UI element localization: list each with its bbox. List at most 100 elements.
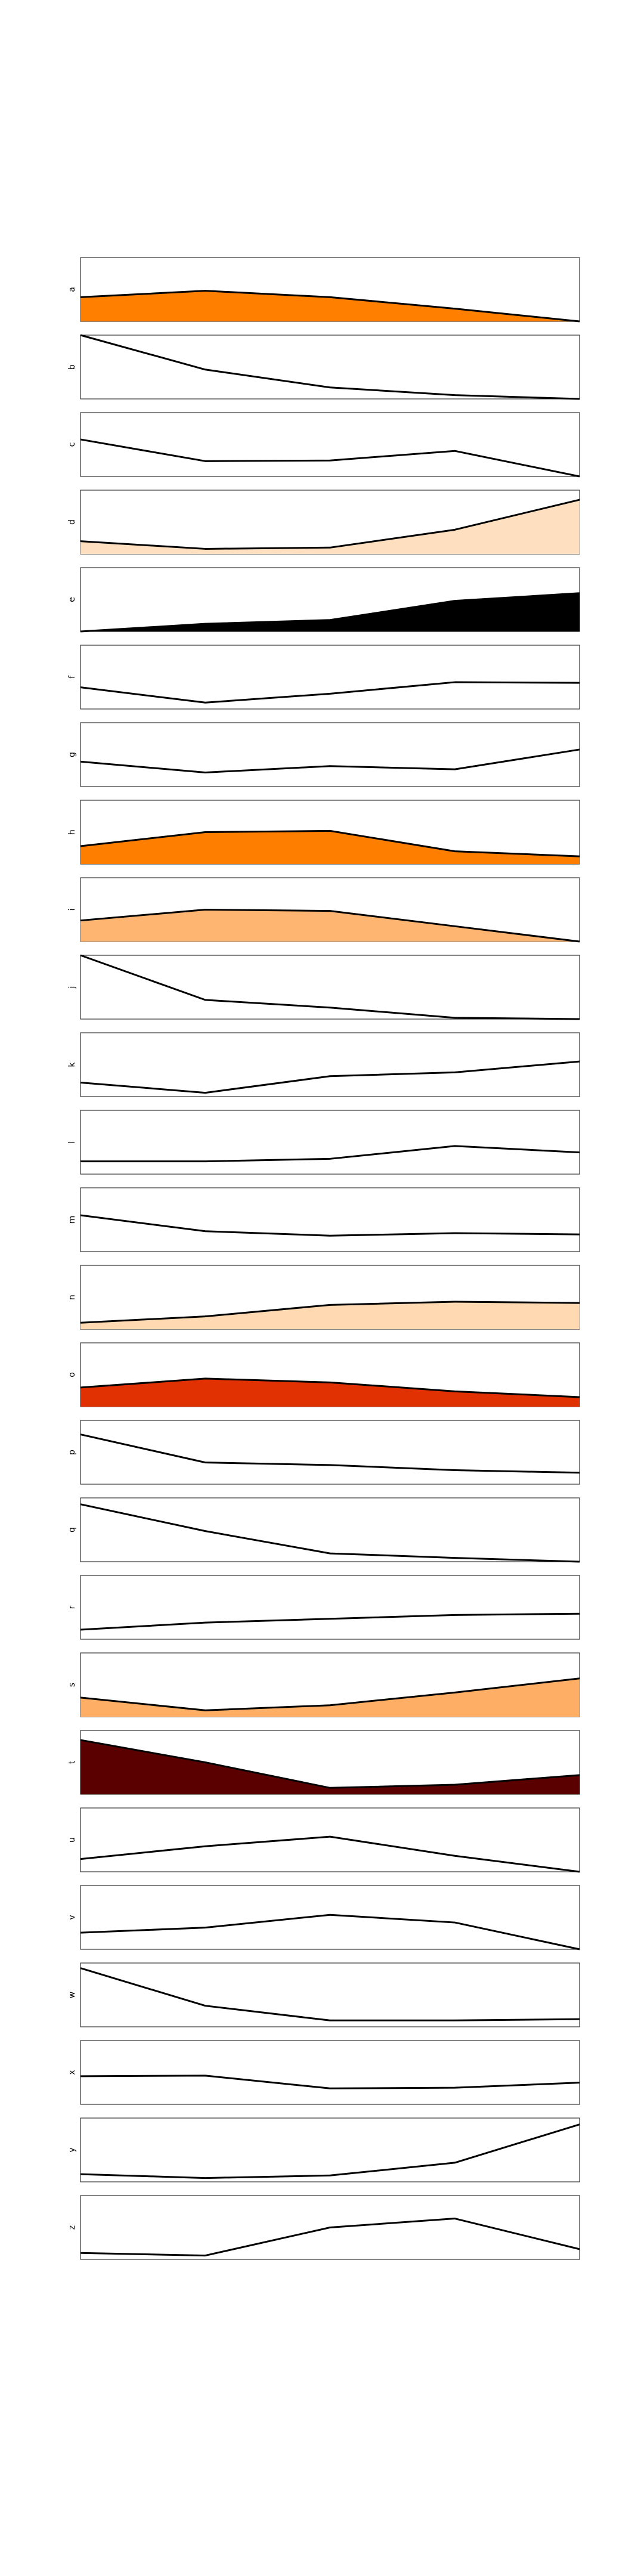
panel-label-s: s	[67, 1683, 77, 1687]
series-line-q	[80, 1503, 580, 1563]
panel-frame	[80, 1420, 580, 1485]
panel-frame	[80, 1187, 580, 1252]
panel-label-v: v	[67, 1915, 77, 1919]
area-fill-e	[80, 593, 580, 631]
series-line-o	[80, 1377, 580, 1398]
area-fill-o	[80, 1378, 580, 1407]
series-line-h	[80, 829, 580, 857]
panel-frame	[80, 2040, 580, 2105]
panel-label-a: a	[67, 287, 77, 292]
panel-label-f: f	[67, 675, 77, 679]
area-fill-t	[80, 1740, 580, 1794]
panel-label-c: c	[67, 442, 77, 447]
panel-f: f	[67, 645, 580, 710]
series-line-y	[80, 2123, 580, 2179]
panel-label-z: z	[67, 2225, 77, 2230]
area-fill-s	[80, 1678, 580, 1717]
panel-label-p: p	[67, 1450, 77, 1455]
panel-j: j	[67, 954, 580, 1020]
panel-frame	[80, 1962, 580, 2027]
panel-label-r: r	[67, 1605, 77, 1609]
panel-e: e	[67, 567, 580, 633]
area-fill-a	[80, 290, 580, 321]
series-line-m	[80, 1214, 580, 1237]
panel-frame	[80, 1032, 580, 1097]
area-fill-i	[80, 909, 580, 942]
panel-frame	[80, 722, 580, 787]
series-line-i	[80, 909, 580, 943]
series-line-s	[80, 1677, 580, 1711]
series-line-z	[80, 2218, 580, 2257]
panel-frame	[80, 2117, 580, 2182]
panel-v: v	[67, 1885, 580, 1950]
panel-label-w: w	[67, 1992, 77, 1998]
panel-d: d	[67, 490, 580, 555]
panel-frame	[80, 645, 580, 710]
panel-h: h	[67, 800, 580, 865]
series-line-n	[80, 1301, 580, 1324]
panel-label-l: l	[67, 1141, 77, 1144]
panel-c: c	[67, 412, 580, 478]
panel-label-d: d	[67, 519, 77, 525]
panel-frame	[80, 1807, 580, 1872]
panel-s: s	[67, 1652, 580, 1717]
panel-z: z	[67, 2195, 580, 2260]
panel-t: t	[67, 1730, 580, 1795]
series-line-p	[80, 1433, 580, 1474]
series-line-x	[80, 2075, 580, 2089]
panel-m: m	[67, 1187, 580, 1252]
panel-x: x	[67, 2040, 580, 2105]
panel-i: i	[67, 877, 580, 943]
panel-frame	[80, 335, 580, 400]
panel-label-e: e	[67, 597, 77, 602]
series-line-t	[80, 1739, 580, 1789]
panel-frame	[80, 1885, 580, 1950]
panel-label-k: k	[67, 1062, 77, 1067]
series-line-d	[80, 499, 580, 550]
series-line-e	[80, 592, 580, 633]
series-line-k	[80, 1060, 580, 1094]
series-line-u	[80, 1835, 580, 1873]
series-line-v	[80, 1914, 580, 1950]
series-line-b	[80, 334, 580, 400]
panel-label-y: y	[67, 2147, 77, 2152]
panel-frame	[80, 2195, 580, 2260]
series-line-w	[80, 1967, 580, 2021]
panel-label-b: b	[67, 364, 77, 370]
panel-w: w	[67, 1962, 580, 2027]
panel-label-m: m	[67, 1216, 77, 1224]
panel-q: q	[67, 1497, 580, 1563]
panel-b: b	[67, 334, 580, 400]
panel-frame	[80, 1575, 580, 1640]
series-line-l	[80, 1145, 580, 1163]
series-line-r	[80, 1612, 580, 1631]
panel-label-x: x	[67, 2070, 77, 2075]
panel-u: u	[67, 1807, 580, 1873]
panel-label-n: n	[67, 1295, 77, 1300]
series-line-f	[80, 681, 580, 704]
area-fill-d	[80, 500, 580, 554]
panel-label-i: i	[67, 909, 77, 911]
panel-o: o	[67, 1342, 580, 1407]
panel-g: g	[67, 722, 580, 787]
panel-l: l	[67, 1110, 580, 1175]
series-line-j	[80, 954, 580, 1020]
panel-frame	[80, 1497, 580, 1562]
panel-frame	[80, 1110, 580, 1175]
panel-frame	[80, 955, 580, 1020]
panel-label-h: h	[67, 829, 77, 835]
panel-r: r	[67, 1575, 580, 1640]
series-line-g	[80, 748, 580, 773]
panel-k: k	[67, 1032, 580, 1097]
series-line-c	[80, 438, 580, 478]
panel-frame	[80, 412, 580, 477]
area-fill-n	[80, 1301, 580, 1329]
panel-label-j: j	[67, 986, 77, 989]
series-line-a	[80, 290, 580, 323]
panel-y: y	[67, 2117, 580, 2182]
panel-n: n	[67, 1265, 580, 1330]
panel-p: p	[67, 1420, 580, 1485]
panel-a: a	[67, 257, 580, 323]
area-fill-h	[80, 831, 580, 864]
